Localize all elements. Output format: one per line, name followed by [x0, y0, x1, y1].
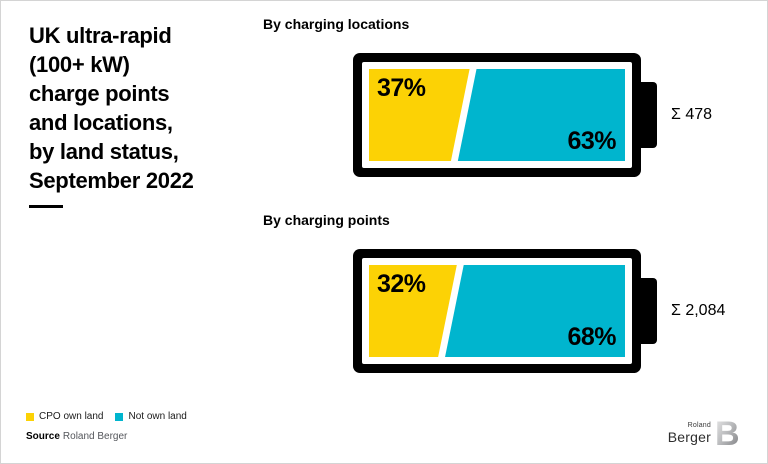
percent-label-not-own: 68% — [567, 323, 616, 351]
legend-label: Not own land — [128, 411, 187, 422]
page-title: UK ultra-rapid (100+ kW) charge points a… — [29, 23, 194, 193]
legend-item-not-own-land: Not own land — [115, 411, 187, 422]
legend-item-cpo-own-land: CPO own land — [26, 411, 103, 422]
chart-heading-points: By charging points — [263, 212, 390, 228]
battery-gauge-locations: 37% 63% — [353, 53, 657, 177]
legend-swatch-yellow — [26, 412, 34, 421]
b-mark-icon: B — [716, 418, 740, 448]
battery-row-locations: 37% 63% Σ 478 — [353, 53, 763, 177]
battery-fill: 32% 68% — [369, 265, 625, 357]
legend-label: CPO own land — [39, 411, 104, 422]
total-label-locations: Σ 478 — [671, 106, 713, 123]
percent-label-cpo: 32% — [377, 270, 426, 298]
source-line: Source Roland Berger — [26, 431, 127, 442]
source-value: Roland Berger — [62, 431, 128, 442]
roland-berger-logo: Roland Berger B — [668, 418, 741, 448]
battery-fill: 37% 63% — [369, 69, 625, 161]
logo-wordmark: Roland Berger — [668, 422, 711, 444]
chart-heading-locations: By charging locations — [263, 16, 410, 32]
battery-gauge-points: 32% 68% — [353, 249, 657, 373]
total-label-points: Σ 2,084 — [671, 302, 726, 319]
percent-label-not-own: 63% — [567, 127, 616, 155]
title-block: UK ultra-rapid (100+ kW) charge points a… — [29, 21, 194, 208]
segment-not-own-land — [457, 69, 625, 161]
title-underline-dash — [29, 205, 63, 208]
chart-section-locations: By charging locations 37% 63% Σ 478 — [263, 17, 763, 177]
logo-berger-text: Berger — [667, 429, 711, 445]
legend: CPO own land Not own land — [26, 411, 187, 422]
svg-text:B: B — [716, 418, 740, 448]
legend-swatch-teal — [115, 412, 124, 421]
battery-row-points: 32% 68% Σ 2,084 — [353, 249, 763, 373]
segment-not-own-land — [445, 265, 625, 357]
percent-label-cpo: 37% — [377, 74, 426, 102]
battery-terminal-icon — [641, 82, 657, 148]
source-label: Source — [26, 431, 60, 442]
battery-terminal-icon — [641, 278, 657, 344]
logo-roland-text: Roland — [687, 422, 711, 429]
segment-cpo-own-land — [369, 69, 470, 161]
chart-section-points: By charging points 32% 68% Σ 2,084 — [263, 213, 763, 373]
